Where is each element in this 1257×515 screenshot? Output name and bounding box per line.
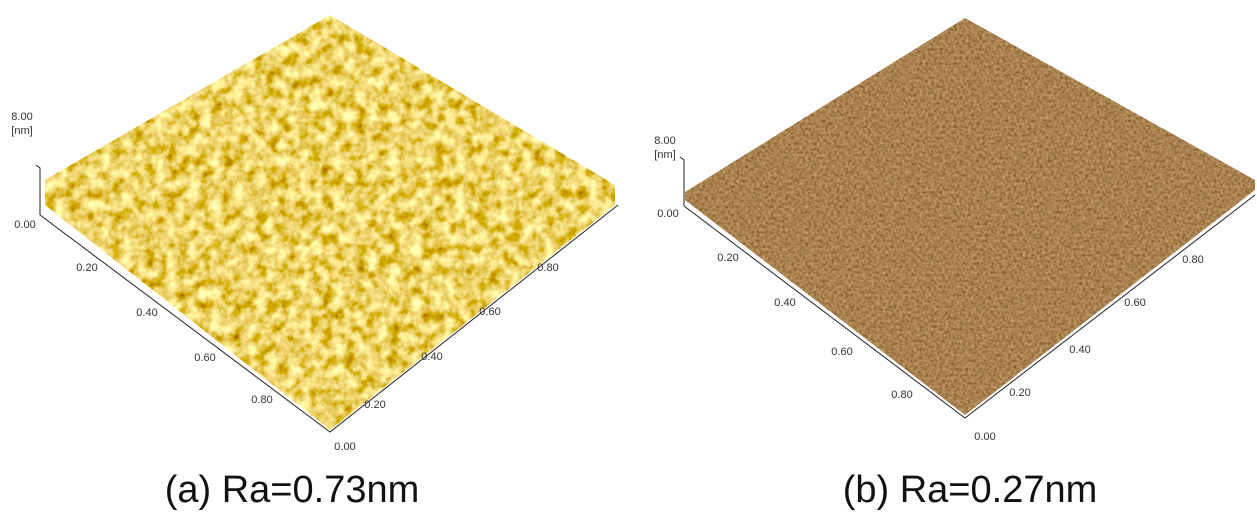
surface-a	[45, 15, 615, 430]
z-axis-min: 0.00	[657, 208, 678, 220]
z-axis-unit: [nm]	[11, 125, 32, 137]
z-axis-max: 8.00	[11, 111, 32, 123]
x-tick-label: 0.60	[194, 352, 215, 364]
y-tick-label: 0.20	[1009, 387, 1030, 399]
z-axis-unit: [nm]	[654, 149, 675, 161]
z-axis-max: 8.00	[654, 135, 675, 147]
surface-b	[685, 18, 1255, 415]
y-tick-label: 0.20	[364, 399, 385, 411]
corner-tick-label: 0.00	[334, 441, 355, 453]
caption: (a) Ra=0.73nm	[165, 469, 420, 511]
y-tick-label: 0.80	[1182, 254, 1203, 266]
x-tick-label: 0.20	[76, 262, 97, 274]
x-tick-label: 0.80	[891, 389, 912, 401]
x-tick-label: 0.80	[251, 394, 272, 406]
y-tick-label: 0.60	[1124, 297, 1145, 309]
y-tick-label: 0.40	[421, 351, 442, 363]
y-tick-label: 0.60	[479, 306, 500, 318]
axes-a	[35, 164, 619, 433]
axes-b	[679, 156, 1256, 419]
x-tick-label: 0.20	[717, 252, 738, 264]
x-tick-label: 0.40	[774, 297, 795, 309]
x-tick-label: 0.60	[831, 346, 852, 358]
corner-tick-label: 0.00	[974, 431, 995, 443]
y-tick-label: 0.40	[1069, 344, 1090, 356]
x-tick-label: 0.40	[136, 307, 157, 319]
y-tick-label: 0.80	[537, 262, 558, 274]
z-axis-min: 0.00	[14, 219, 35, 231]
caption: (b) Ra=0.27nm	[843, 469, 1098, 511]
